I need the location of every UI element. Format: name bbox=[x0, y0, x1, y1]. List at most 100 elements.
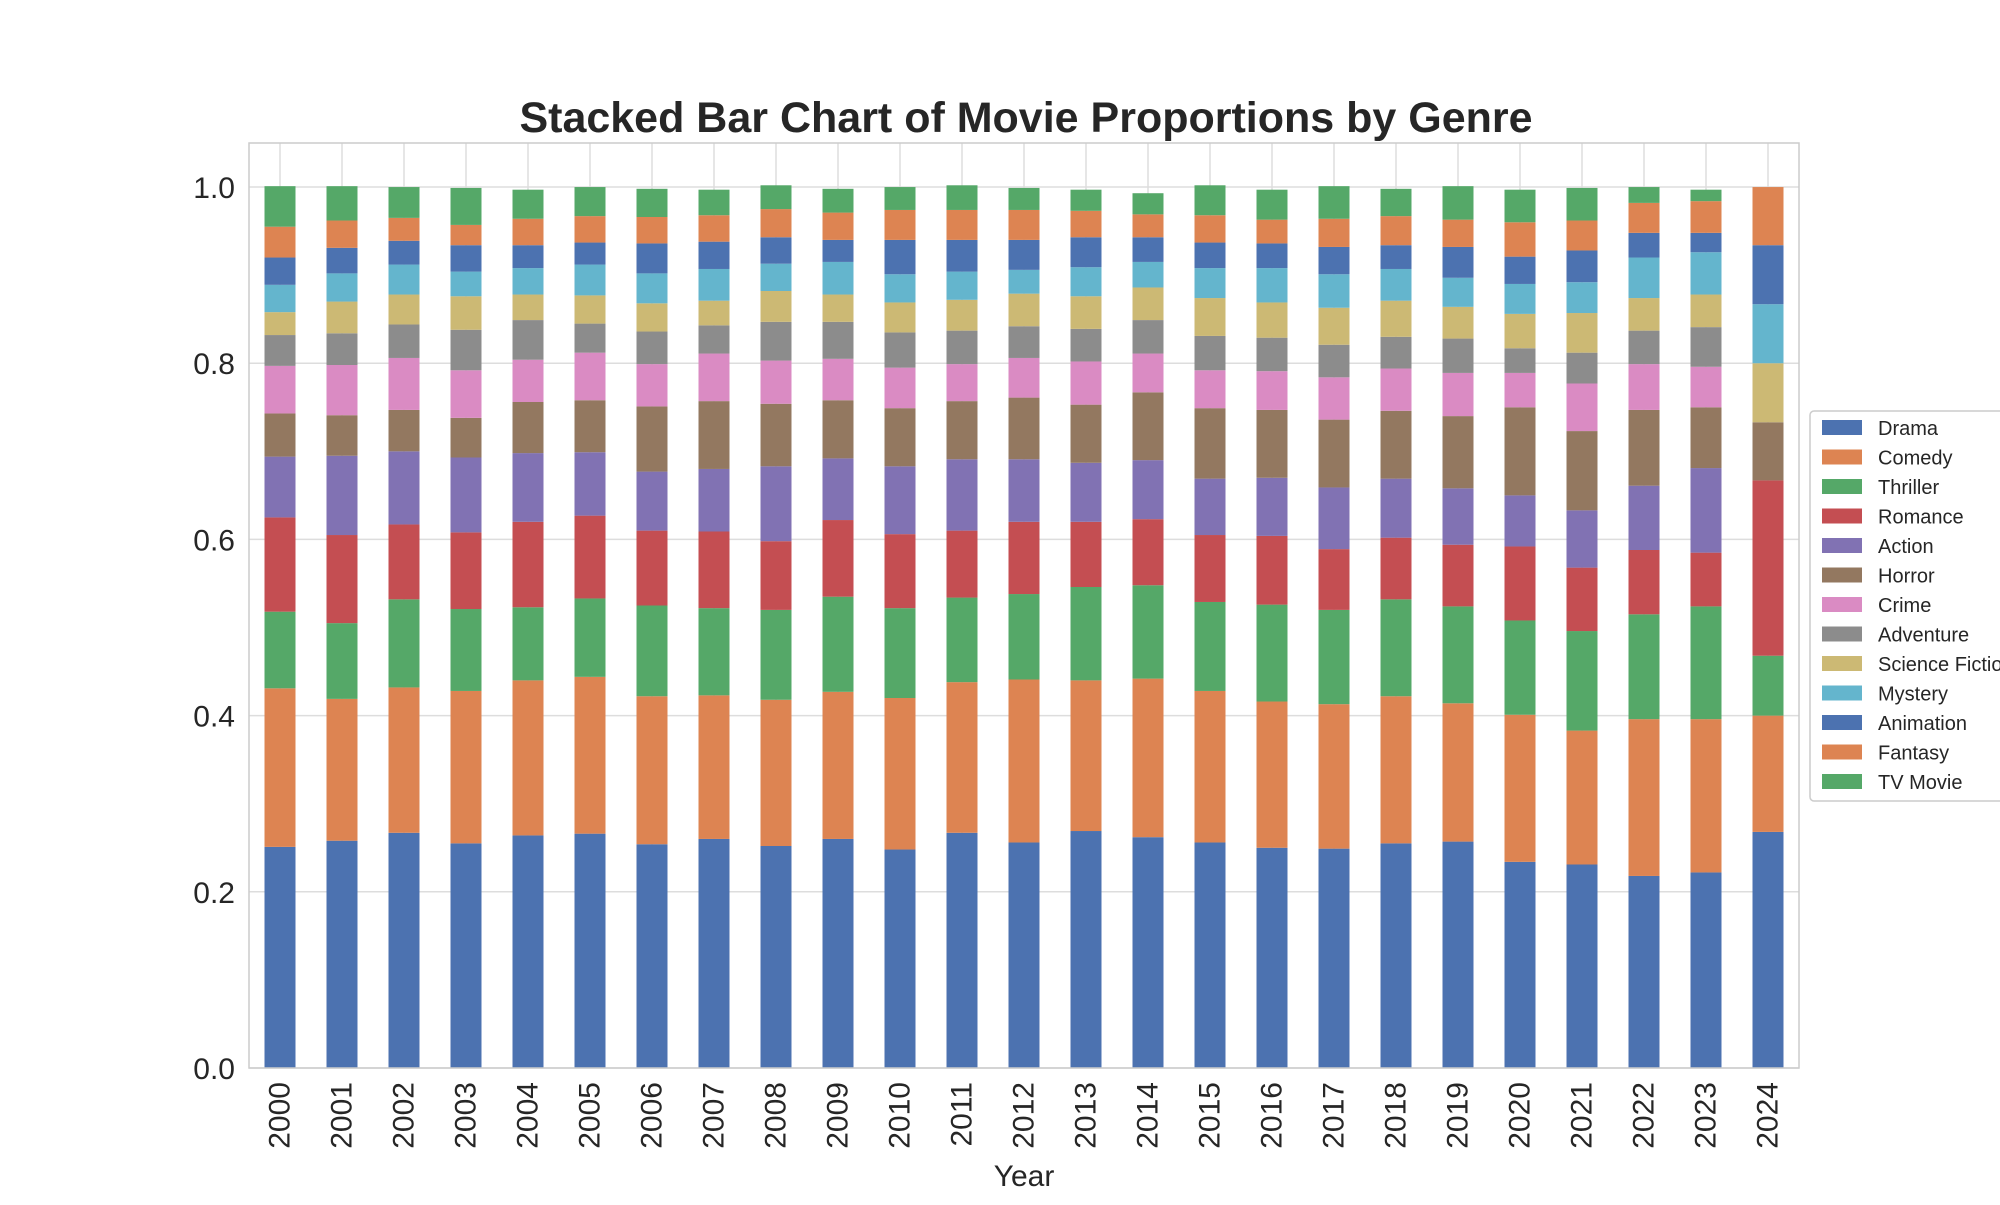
bar-segment-thriller-2014 bbox=[1132, 585, 1164, 679]
legend-swatch bbox=[1822, 420, 1862, 435]
bar-segment-drama-2007 bbox=[698, 838, 730, 1068]
bar-segment-fantasy-2020 bbox=[1504, 222, 1536, 257]
bar-segment-tv-movie-2014 bbox=[1132, 193, 1164, 215]
bar-segment-science-fiction-2012 bbox=[1008, 293, 1040, 327]
y-tick-label: 0.8 bbox=[193, 348, 235, 381]
bar-segment-animation-2006 bbox=[636, 243, 668, 274]
x-tick-label: 2005 bbox=[574, 1082, 607, 1149]
bar-segment-thriller-2007 bbox=[698, 608, 730, 696]
bar-segment-comedy-2012 bbox=[1008, 679, 1040, 843]
bar-segment-thriller-2000 bbox=[264, 611, 296, 689]
bar-segment-science-fiction-2000 bbox=[264, 312, 296, 336]
bar-segment-animation-2000 bbox=[264, 257, 296, 285]
bar-segment-animation-2023 bbox=[1690, 232, 1722, 253]
bar-segment-crime-2017 bbox=[1318, 377, 1350, 420]
bar-segment-science-fiction-2003 bbox=[450, 296, 482, 330]
bar-segment-science-fiction-2021 bbox=[1566, 313, 1598, 353]
bar-segment-fantasy-2007 bbox=[698, 215, 730, 242]
bar-segment-action-2023 bbox=[1690, 468, 1722, 553]
bar-segment-romance-2007 bbox=[698, 531, 730, 609]
bar-segment-action-2007 bbox=[698, 468, 730, 532]
bar-segment-crime-2009 bbox=[822, 358, 854, 401]
plot-frame bbox=[248, 142, 1800, 1069]
bar-segment-action-2010 bbox=[884, 466, 916, 535]
bar-segment-crime-2014 bbox=[1132, 353, 1164, 393]
legend-swatch bbox=[1822, 715, 1862, 730]
bar-segment-comedy-2018 bbox=[1380, 696, 1412, 844]
x-tick-label: 2000 bbox=[264, 1082, 297, 1149]
bar-segment-comedy-2016 bbox=[1256, 701, 1288, 848]
bar-segment-romance-2014 bbox=[1132, 519, 1164, 586]
bar-segment-tv-movie-2015 bbox=[1194, 185, 1226, 216]
bar-segment-science-fiction-2023 bbox=[1690, 294, 1722, 328]
bar-segment-science-fiction-2014 bbox=[1132, 287, 1164, 321]
bar-segment-horror-2002 bbox=[388, 409, 420, 452]
bar-segment-fantasy-2011 bbox=[946, 209, 978, 240]
bar-segment-comedy-2011 bbox=[946, 682, 978, 833]
bar-segment-science-fiction-2008 bbox=[760, 291, 792, 322]
bar-segment-action-2019 bbox=[1442, 488, 1474, 545]
bar-segment-mystery-2003 bbox=[450, 271, 482, 297]
bar-segment-crime-2019 bbox=[1442, 372, 1474, 417]
legend-swatch bbox=[1822, 508, 1862, 524]
bar-segment-comedy-2019 bbox=[1442, 703, 1474, 842]
bar-segment-fantasy-2014 bbox=[1132, 214, 1164, 238]
bar-segment-mystery-2018 bbox=[1380, 268, 1412, 301]
bar-segment-fantasy-2002 bbox=[388, 217, 420, 241]
bar-segment-drama-2003 bbox=[450, 843, 482, 1068]
bar-segment-action-2016 bbox=[1256, 477, 1288, 536]
bar-segment-thriller-2016 bbox=[1256, 604, 1288, 702]
bar-segment-action-2014 bbox=[1132, 460, 1164, 520]
legend-label: Science Fiction bbox=[1878, 654, 2000, 676]
bar-segment-romance-2009 bbox=[822, 520, 854, 597]
bar-segment-thriller-2012 bbox=[1008, 594, 1040, 680]
bar-segment-romance-2000 bbox=[264, 517, 296, 612]
bar-segment-animation-2007 bbox=[698, 241, 730, 269]
bar-segment-drama-2022 bbox=[1628, 875, 1660, 1068]
bar-segment-crime-2007 bbox=[698, 353, 730, 402]
legend-label: Comedy bbox=[1878, 448, 1952, 470]
bar-segment-horror-2010 bbox=[884, 408, 916, 467]
bar-segment-action-2021 bbox=[1566, 510, 1598, 568]
bar-segment-science-fiction-2007 bbox=[698, 300, 730, 326]
bar-segment-animation-2010 bbox=[884, 239, 916, 275]
bar-segment-mystery-2005 bbox=[574, 264, 606, 296]
bar-segment-tv-movie-2019 bbox=[1442, 186, 1474, 220]
bar-segment-thriller-2003 bbox=[450, 609, 482, 691]
bar-segment-animation-2015 bbox=[1194, 242, 1226, 269]
bar-segment-comedy-2015 bbox=[1194, 690, 1226, 843]
bar-segment-tv-movie-2009 bbox=[822, 188, 854, 213]
bar-segment-tv-movie-2021 bbox=[1566, 187, 1598, 221]
bar-segment-comedy-2002 bbox=[388, 687, 420, 833]
bar-segment-thriller-2002 bbox=[388, 599, 420, 688]
y-tick-label: 0.0 bbox=[193, 1053, 235, 1086]
bar-segment-thriller-2020 bbox=[1504, 620, 1536, 715]
bar-segment-drama-2010 bbox=[884, 849, 916, 1068]
x-tick-label: 2023 bbox=[1690, 1082, 1723, 1149]
bar-segment-comedy-2009 bbox=[822, 691, 854, 839]
bar-segment-horror-2017 bbox=[1318, 419, 1350, 488]
x-tick-label: 2008 bbox=[760, 1082, 793, 1149]
bar-segment-horror-2015 bbox=[1194, 408, 1226, 479]
bar-segment-science-fiction-2010 bbox=[884, 302, 916, 333]
bar-segment-romance-2011 bbox=[946, 530, 978, 598]
bar-segment-drama-2016 bbox=[1256, 847, 1288, 1068]
bar-segment-drama-2020 bbox=[1504, 861, 1536, 1068]
bar-segment-adventure-2011 bbox=[946, 330, 978, 365]
legend-label: Romance bbox=[1878, 507, 1964, 529]
bar-segment-science-fiction-2017 bbox=[1318, 307, 1350, 345]
bar-segment-tv-movie-2002 bbox=[388, 187, 420, 218]
bar-segment-science-fiction-2002 bbox=[388, 294, 420, 325]
bar-segment-adventure-2006 bbox=[636, 331, 668, 365]
bar-segment-science-fiction-2015 bbox=[1194, 298, 1226, 336]
x-tick-label: 2006 bbox=[636, 1082, 669, 1149]
bar-segment-thriller-2017 bbox=[1318, 609, 1350, 705]
bar-segment-science-fiction-2022 bbox=[1628, 298, 1660, 331]
bar-segment-animation-2022 bbox=[1628, 232, 1660, 258]
bar-segment-adventure-2002 bbox=[388, 324, 420, 358]
bar-segment-mystery-2020 bbox=[1504, 283, 1536, 314]
y-tick-label: 0.4 bbox=[193, 701, 235, 734]
x-tick-label: 2022 bbox=[1628, 1082, 1661, 1149]
bar-segment-horror-2012 bbox=[1008, 397, 1040, 460]
bar-segment-fantasy-2016 bbox=[1256, 219, 1288, 244]
